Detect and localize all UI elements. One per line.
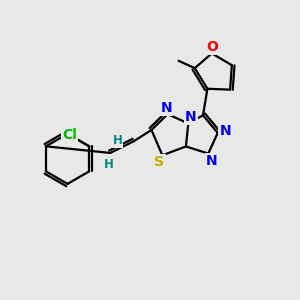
Text: N: N (219, 124, 231, 138)
Text: N: N (185, 110, 197, 124)
Text: Cl: Cl (62, 128, 77, 142)
Text: H: H (113, 134, 122, 147)
Text: N: N (206, 154, 218, 168)
Text: H: H (104, 158, 114, 171)
Text: N: N (160, 101, 172, 115)
Text: S: S (154, 155, 164, 169)
Text: O: O (206, 40, 218, 54)
